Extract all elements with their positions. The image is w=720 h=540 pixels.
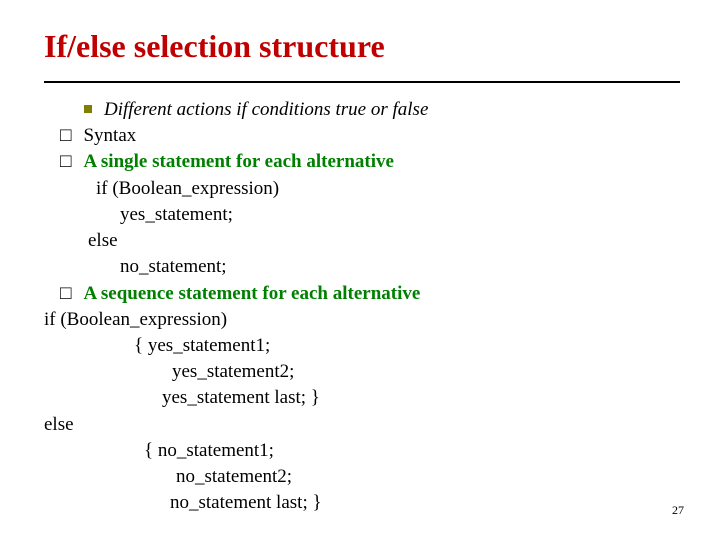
slide-body: Different actions if conditions true or … (44, 97, 680, 517)
line-if-1: if (Boolean_expression) (44, 176, 680, 202)
text-no2: no_statement2; (176, 464, 292, 490)
square-bullet-icon (84, 105, 92, 113)
line-yes-last: yes_statement last; } (44, 385, 680, 411)
title-rule (44, 81, 680, 83)
line-else-2: else (44, 412, 680, 438)
line-yes1: { yes_statement1; (44, 333, 680, 359)
text-syntax: Syntax (83, 123, 136, 149)
text-no-last: no_statement last; } (170, 490, 322, 516)
text-else-1: else (88, 228, 118, 254)
line-syntax: □ Syntax (44, 123, 680, 149)
text-yes-stmt: yes_statement; (120, 202, 233, 228)
hollow-bullet-icon: □ (60, 281, 71, 307)
text-yes-last: yes_statement last; } (162, 385, 320, 411)
line-no-last: no_statement last; } (44, 490, 680, 516)
line-different-actions: Different actions if conditions true or … (44, 97, 680, 123)
line-if-2: if (Boolean_expression) (44, 307, 680, 333)
line-single-statement: □ A single statement for each alternativ… (44, 149, 680, 175)
text-single-statement: A single statement for each alternative (83, 149, 393, 175)
text-different-actions: Different actions if conditions true or … (104, 97, 428, 123)
text-if-2: if (Boolean_expression) (44, 307, 227, 333)
text-no-stmt: no_statement; (120, 254, 227, 280)
line-no-stmt: no_statement; (44, 254, 680, 280)
slide: If/else selection structure Different ac… (0, 0, 720, 540)
line-yes-stmt: yes_statement; (44, 202, 680, 228)
line-yes2: yes_statement2; (44, 359, 680, 385)
text-yes1: { yes_statement1; (134, 333, 270, 359)
text-yes2: yes_statement2; (172, 359, 294, 385)
line-no1: { no_statement1; (44, 438, 680, 464)
text-if-1: if (Boolean_expression) (96, 176, 279, 202)
hollow-bullet-icon: □ (60, 149, 71, 175)
line-else-1: else (44, 228, 680, 254)
text-sequence-statement: A sequence statement for each alternativ… (83, 281, 420, 307)
line-sequence-statement: □ A sequence statement for each alternat… (44, 281, 680, 307)
text-no1: { no_statement1; (144, 438, 274, 464)
text-else-2: else (44, 412, 74, 438)
hollow-bullet-icon: □ (60, 123, 71, 149)
line-no2: no_statement2; (44, 464, 680, 490)
slide-title: If/else selection structure (44, 28, 680, 65)
page-number: 27 (672, 503, 684, 518)
